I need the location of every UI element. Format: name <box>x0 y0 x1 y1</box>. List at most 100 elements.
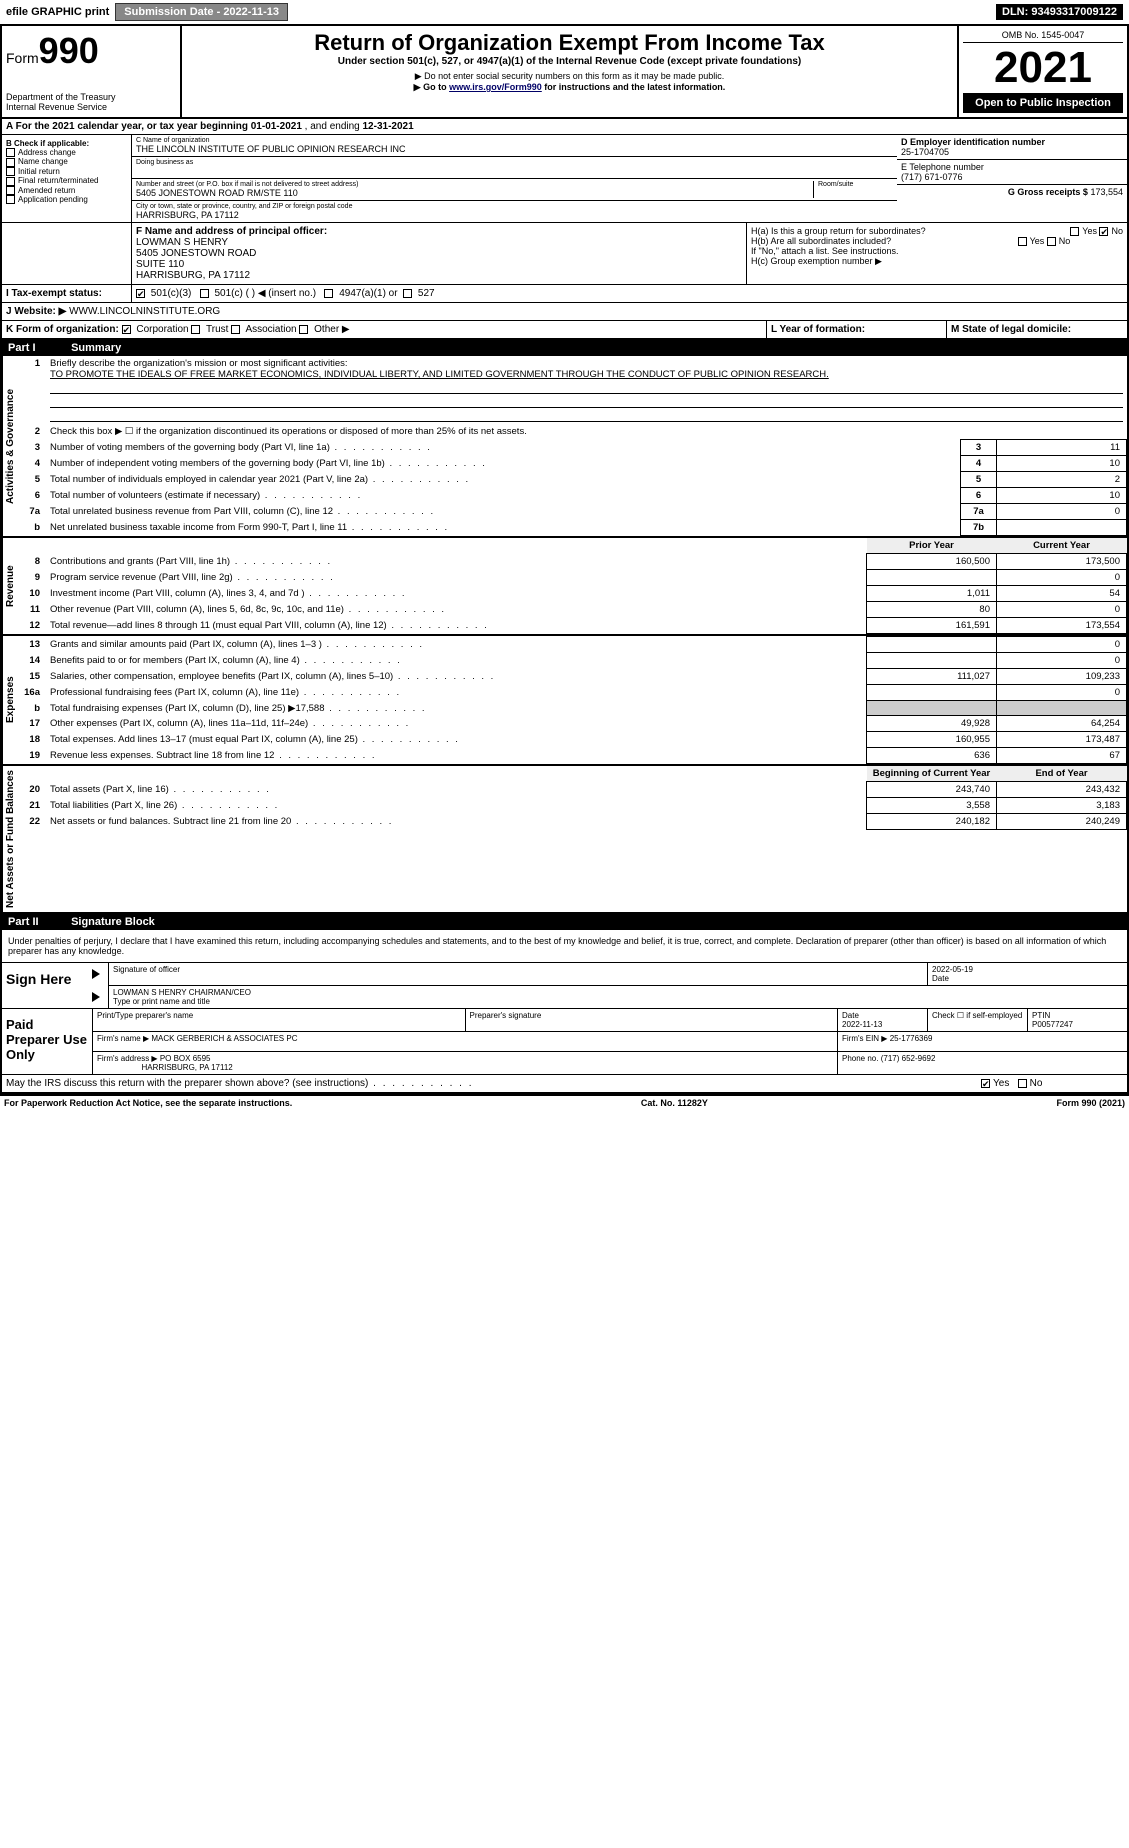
paid-preparer-label: Paid Preparer Use Only <box>2 1009 92 1074</box>
officer-name: LOWMAN S HENRY <box>136 237 228 248</box>
yes-label: Yes <box>1030 236 1045 246</box>
checkbox-app-pending[interactable] <box>6 195 15 204</box>
checkbox-discuss-no[interactable] <box>1018 1079 1027 1088</box>
gross-receipts-value: 173,554 <box>1090 187 1123 197</box>
submission-date-button[interactable]: Submission Date - 2022-11-13 <box>115 3 288 21</box>
dln-label: DLN: 93493317009122 <box>996 4 1123 20</box>
form-prefix: Form <box>6 50 39 66</box>
table-row: 7aTotal unrelated business revenue from … <box>18 504 1127 520</box>
table-row: 10Investment income (Part VIII, column (… <box>18 586 1127 602</box>
mission-text: TO PROMOTE THE IDEALS OF FREE MARKET ECO… <box>50 369 829 380</box>
may-irs-discuss: May the IRS discuss this return with the… <box>2 1075 1127 1094</box>
firm-phone: (717) 652-9692 <box>881 1054 936 1063</box>
hb-label: H(b) Are all subordinates included? <box>751 236 891 246</box>
box-c: C Name of organization THE LINCOLN INSTI… <box>132 135 897 222</box>
table-row: 17Other expenses (Part IX, column (A), l… <box>18 716 1127 732</box>
top-bar: efile GRAPHIC print Submission Date - 20… <box>0 0 1129 24</box>
self-employed-check[interactable]: Check ☐ if self-employed <box>927 1009 1027 1032</box>
checkbox-discuss-yes[interactable] <box>981 1079 990 1088</box>
sig-date: 2022-05-19 <box>932 965 973 974</box>
part-i-num: Part I <box>8 342 68 354</box>
table-row: 8Contributions and grants (Part VIII, li… <box>18 554 1127 570</box>
officer-signature-field[interactable]: Signature of officer <box>108 963 927 986</box>
arrow-icon <box>92 969 100 979</box>
firm-addr1: PO BOX 6595 <box>160 1054 211 1063</box>
domicile-label: M State of legal domicile: <box>951 324 1071 335</box>
ha-label: H(a) Is this a group return for subordin… <box>751 226 926 236</box>
open-to-public: Open to Public Inspection <box>963 93 1123 113</box>
firm-ein-label: Firm's EIN ▶ <box>842 1034 887 1043</box>
yes-label: Yes <box>1082 226 1097 236</box>
tax-exempt-label: I Tax-exempt status: <box>6 288 102 299</box>
instructions-note: ▶ Go to www.irs.gov/Form990 for instruct… <box>186 82 953 93</box>
cb-label: Application pending <box>18 195 88 204</box>
ptin-label: PTIN <box>1032 1011 1050 1020</box>
col-current-year: Current Year <box>997 538 1127 554</box>
box-deg: D Employer identification number 25-1704… <box>897 135 1127 222</box>
irs-link[interactable]: www.irs.gov/Form990 <box>449 82 542 92</box>
date-label: Date <box>932 974 949 983</box>
checkbox-name-change[interactable] <box>6 158 15 167</box>
checkbox-527[interactable] <box>403 289 412 298</box>
hb-note: If "No," attach a list. See instructions… <box>751 246 1123 256</box>
goto-post: for instructions and the latest informat… <box>542 82 726 92</box>
sig-date-field: 2022-05-19 Date <box>927 963 1127 986</box>
checkbox-address-change[interactable] <box>6 148 15 157</box>
table-row: 11Other revenue (Part VIII, column (A), … <box>18 602 1127 618</box>
year-begin: 01-01-2021 <box>251 121 302 132</box>
hc-label: H(c) Group exemption number ▶ <box>751 256 1123 267</box>
form-org-label: K Form of organization: <box>6 324 119 335</box>
tab-expenses: Expenses <box>2 636 18 764</box>
form-subtitle: Under section 501(c), 527, or 4947(a)(1)… <box>186 56 953 67</box>
table-row: 15Salaries, other compensation, employee… <box>18 669 1127 685</box>
checkbox-assoc[interactable] <box>231 325 240 334</box>
cb-label: Amended return <box>18 186 75 195</box>
cb-label: Final return/terminated <box>18 176 98 185</box>
firm-name-label: Firm's name ▶ <box>97 1034 149 1043</box>
cb-label: Initial return <box>18 167 60 176</box>
checkbox-final-return[interactable] <box>6 177 15 186</box>
checkbox-corp[interactable] <box>122 325 131 334</box>
website-value: WWW.LINCOLNINSTITUTE.ORG <box>69 306 220 317</box>
checkbox-ha-no[interactable] <box>1099 227 1108 236</box>
prep-name-label: Print/Type preparer's name <box>97 1011 193 1020</box>
col-boy: Beginning of Current Year <box>867 766 997 782</box>
checkbox-501c3[interactable] <box>136 289 145 298</box>
officer-type-label: Type or print name and title <box>113 997 210 1006</box>
table-row: 9Program service revenue (Part VIII, lin… <box>18 570 1127 586</box>
checkbox-initial-return[interactable] <box>6 167 15 176</box>
org-name-label: C Name of organization <box>136 137 893 144</box>
table-row: 19Revenue less expenses. Subtract line 1… <box>18 748 1127 764</box>
checkbox-501c[interactable] <box>200 289 209 298</box>
firm-addr2: HARRISBURG, PA 17112 <box>141 1063 232 1072</box>
tax-year: 2021 <box>963 43 1123 93</box>
tab-net-assets: Net Assets or Fund Balances <box>2 766 18 912</box>
part-ii-title: Signature Block <box>71 916 155 928</box>
other-label: Other ▶ <box>314 324 349 335</box>
checkbox-4947[interactable] <box>324 289 333 298</box>
table-row: bNet unrelated business taxable income f… <box>18 520 1127 536</box>
col-prior-year: Prior Year <box>867 538 997 554</box>
checkbox-amended[interactable] <box>6 186 15 195</box>
ptin-value: P00577247 <box>1032 1020 1073 1029</box>
net-assets-section: Net Assets or Fund Balances Beginning of… <box>2 766 1127 914</box>
sign-here-label: Sign Here <box>2 963 92 1008</box>
assoc-label: Association <box>245 324 296 335</box>
checkbox-hb-yes[interactable] <box>1018 237 1027 246</box>
checkbox-trust[interactable] <box>191 325 200 334</box>
prep-date: 2022-11-13 <box>842 1020 882 1029</box>
officer-addr1: 5405 JONESTOWN ROAD <box>136 248 256 259</box>
501c-label: 501(c) ( ) ◀ (insert no.) <box>214 288 316 299</box>
checkbox-other[interactable] <box>299 325 308 334</box>
527-label: 527 <box>418 288 435 299</box>
box-f: F Name and address of principal officer:… <box>132 223 747 284</box>
officer-addr2: SUITE 110 <box>136 259 184 270</box>
checkbox-hb-no[interactable] <box>1047 237 1056 246</box>
sig-officer-label: Signature of officer <box>113 965 180 974</box>
paid-preparer-block: Paid Preparer Use Only Print/Type prepar… <box>2 1009 1127 1075</box>
firm-phone-label: Phone no. <box>842 1054 878 1063</box>
checkbox-ha-yes[interactable] <box>1070 227 1079 236</box>
table-row: 22Net assets or fund balances. Subtract … <box>18 814 1127 830</box>
room-label: Room/suite <box>818 181 893 188</box>
omb-number: OMB No. 1545-0047 <box>963 30 1123 43</box>
